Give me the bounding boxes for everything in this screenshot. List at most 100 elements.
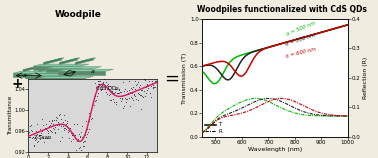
Point	[137, 94, 143, 96]
Point	[66, 130, 72, 132]
Point	[84, 119, 90, 122]
Point	[130, 98, 136, 101]
Polygon shape	[23, 65, 43, 70]
Point	[151, 86, 157, 88]
Y-axis label: Transmittance: Transmittance	[8, 96, 12, 135]
Point	[134, 76, 140, 79]
Point	[71, 123, 77, 125]
Point	[56, 113, 62, 116]
Point	[74, 123, 80, 126]
Point	[118, 90, 124, 93]
Point	[31, 143, 37, 146]
Point	[28, 136, 34, 138]
Point	[145, 87, 151, 90]
Point	[31, 131, 37, 134]
Point	[59, 125, 65, 127]
Point	[131, 93, 137, 95]
Point	[130, 86, 136, 88]
Point	[110, 98, 116, 100]
Point	[47, 124, 53, 127]
Point	[76, 133, 82, 135]
Point	[124, 89, 130, 92]
Point	[92, 100, 98, 102]
Point	[81, 145, 87, 147]
Point	[138, 94, 144, 97]
Point	[26, 136, 32, 138]
Point	[85, 131, 91, 133]
Polygon shape	[59, 58, 78, 65]
Point	[37, 137, 43, 140]
Point	[50, 127, 56, 129]
Point	[116, 91, 122, 94]
Point	[149, 81, 155, 84]
Point	[43, 128, 50, 131]
Point	[70, 137, 76, 140]
Y-axis label: Reflection (R): Reflection (R)	[363, 57, 368, 99]
Point	[86, 111, 92, 114]
Text: CdS QDs: CdS QDs	[96, 85, 119, 90]
Point	[114, 92, 120, 94]
Point	[133, 98, 139, 100]
Point	[101, 78, 107, 81]
Point	[94, 95, 100, 97]
Point	[124, 98, 130, 100]
Text: α = 600 nm: α = 600 nm	[285, 47, 317, 59]
Point	[54, 117, 60, 120]
Point	[138, 88, 144, 91]
Point	[39, 129, 45, 132]
Point	[152, 86, 158, 89]
Point	[77, 135, 83, 138]
Point	[101, 83, 107, 86]
Point	[106, 94, 112, 97]
Polygon shape	[59, 58, 80, 63]
Point	[55, 127, 61, 130]
Point	[106, 89, 112, 91]
Text: α = 550 nm: α = 550 nm	[285, 33, 316, 47]
Point	[127, 91, 133, 94]
Polygon shape	[55, 65, 73, 72]
Point	[138, 108, 144, 110]
Polygon shape	[58, 69, 113, 71]
Text: =: =	[164, 70, 180, 88]
Point	[103, 81, 109, 84]
Point	[34, 122, 40, 125]
Legend: T, R: T, R	[205, 122, 222, 134]
Point	[88, 118, 94, 121]
Point	[96, 82, 102, 85]
Point	[108, 89, 114, 92]
Point	[93, 99, 99, 101]
Point	[97, 72, 103, 75]
Point	[28, 129, 34, 131]
X-axis label: Wavelength (nm): Wavelength (nm)	[248, 146, 302, 152]
Point	[127, 105, 133, 108]
Point	[38, 133, 44, 136]
Point	[53, 131, 59, 134]
Point	[137, 83, 143, 86]
Point	[57, 113, 63, 116]
Point	[144, 84, 150, 86]
Point	[79, 125, 85, 128]
Point	[119, 94, 125, 97]
Polygon shape	[45, 69, 93, 72]
Point	[29, 136, 36, 139]
Point	[49, 119, 55, 122]
Point	[119, 96, 125, 99]
Point	[92, 82, 98, 85]
Point	[150, 84, 156, 87]
Point	[44, 129, 50, 132]
Point	[125, 92, 131, 94]
Point	[121, 104, 127, 107]
Point	[113, 100, 119, 103]
Polygon shape	[75, 58, 96, 63]
Point	[57, 139, 63, 142]
Point	[71, 134, 77, 137]
Point	[141, 89, 147, 92]
Point	[45, 130, 51, 132]
Point	[76, 147, 82, 150]
Point	[143, 86, 149, 88]
Point	[129, 92, 135, 95]
Point	[112, 90, 118, 93]
Point	[150, 86, 156, 88]
Point	[97, 79, 103, 82]
Polygon shape	[33, 64, 89, 66]
